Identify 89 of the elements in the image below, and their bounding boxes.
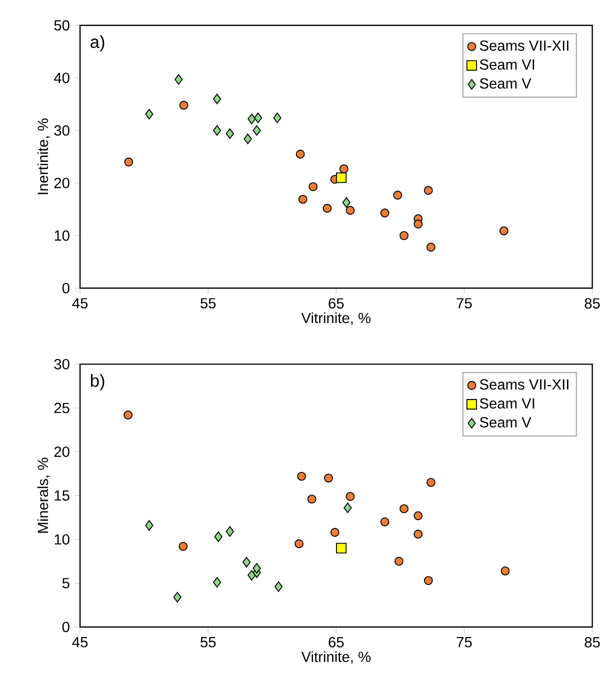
point bbox=[296, 150, 305, 159]
x-tick-label: 75 bbox=[456, 637, 472, 648]
point bbox=[346, 492, 355, 501]
x-axis-title: Vitrinite, % bbox=[301, 312, 371, 325]
point bbox=[344, 502, 352, 514]
point bbox=[414, 511, 423, 520]
point bbox=[426, 242, 436, 252]
point bbox=[252, 563, 261, 574]
point bbox=[342, 197, 350, 208]
y-tick-label: 25 bbox=[54, 402, 70, 414]
x-axis-title: Vitrinite, % bbox=[301, 651, 371, 664]
legend-label: Seams VII-XII bbox=[480, 379, 568, 390]
y-tick-label: 5 bbox=[62, 578, 70, 588]
point bbox=[244, 134, 252, 144]
point bbox=[426, 478, 436, 487]
point bbox=[252, 125, 261, 136]
point bbox=[274, 581, 283, 592]
legend-label: Seam V bbox=[480, 417, 532, 428]
y-tick-label: 10 bbox=[54, 534, 70, 545]
annotation: a) bbox=[90, 35, 104, 52]
point bbox=[394, 556, 404, 566]
point bbox=[214, 531, 222, 542]
point bbox=[499, 226, 508, 236]
x-tick-label: 85 bbox=[584, 637, 600, 648]
point bbox=[213, 125, 222, 136]
point bbox=[400, 504, 409, 514]
point bbox=[179, 100, 188, 110]
point bbox=[297, 472, 306, 481]
x-tick-label: 85 bbox=[584, 298, 600, 309]
x-tick-label: 65 bbox=[328, 637, 344, 648]
y-tick-label: 30 bbox=[54, 359, 70, 370]
point bbox=[393, 190, 402, 200]
annotation: b) bbox=[90, 374, 104, 390]
y-tick-label: 40 bbox=[54, 72, 70, 84]
point bbox=[400, 231, 409, 240]
point bbox=[294, 539, 304, 548]
point bbox=[380, 517, 390, 526]
point bbox=[145, 108, 154, 120]
x-tick-label: 75 bbox=[456, 298, 472, 308]
y-tick-label: 30 bbox=[54, 125, 70, 136]
point bbox=[242, 556, 251, 568]
legend-label: Seam VI bbox=[480, 59, 534, 70]
point bbox=[178, 542, 188, 551]
point bbox=[346, 206, 355, 215]
legend-label: Seam VI bbox=[480, 398, 534, 409]
point bbox=[254, 112, 262, 124]
point bbox=[414, 530, 423, 539]
point bbox=[414, 220, 423, 228]
point bbox=[307, 494, 316, 504]
y-tick-label: 20 bbox=[54, 446, 70, 457]
point bbox=[173, 592, 182, 602]
y-tick-label: 20 bbox=[54, 178, 70, 188]
point bbox=[336, 542, 347, 554]
point bbox=[424, 186, 433, 195]
point bbox=[213, 577, 222, 588]
x-tick-label: 55 bbox=[200, 637, 216, 648]
point bbox=[336, 172, 347, 184]
legend-label: Seams VII-XII bbox=[480, 40, 568, 51]
y-axis-title: Minerals, % bbox=[37, 458, 50, 533]
y-tick-label: 50 bbox=[54, 20, 70, 31]
y-tick-label: 0 bbox=[62, 622, 70, 632]
point bbox=[273, 112, 282, 124]
x-tick-label: 65 bbox=[328, 298, 344, 309]
point bbox=[145, 520, 154, 531]
x-tick-label: 45 bbox=[72, 637, 88, 648]
point bbox=[424, 576, 433, 586]
point bbox=[174, 74, 183, 85]
point bbox=[226, 526, 234, 537]
point bbox=[330, 528, 340, 537]
x-tick-label: 55 bbox=[200, 298, 216, 308]
point bbox=[298, 194, 308, 204]
y-tick-label: 0 bbox=[62, 282, 70, 294]
y-tick-label: 10 bbox=[54, 230, 70, 241]
point bbox=[339, 164, 348, 174]
y-tick-label: 15 bbox=[54, 490, 70, 501]
point bbox=[124, 158, 134, 166]
point bbox=[324, 474, 333, 483]
point bbox=[308, 182, 318, 192]
point bbox=[380, 208, 390, 218]
point bbox=[500, 566, 510, 576]
point bbox=[226, 128, 234, 139]
point bbox=[124, 410, 133, 420]
legend-label: Seam V bbox=[480, 78, 532, 89]
point bbox=[213, 94, 222, 104]
x-tick-label: 45 bbox=[72, 298, 88, 308]
point bbox=[322, 204, 332, 213]
point bbox=[248, 114, 256, 124]
point bbox=[248, 570, 256, 581]
y-axis-title: Inertinite, % bbox=[37, 118, 50, 194]
